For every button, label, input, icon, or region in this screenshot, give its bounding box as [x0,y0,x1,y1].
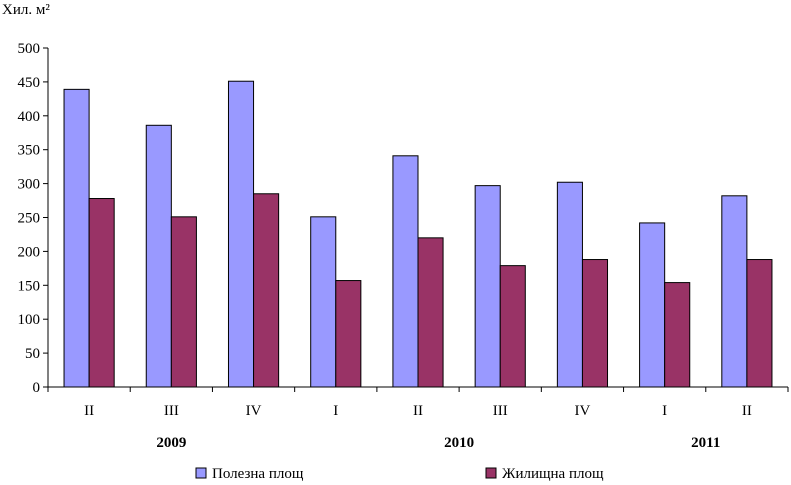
axes: 0 50 100 150 200 250 300 350 400 450 500 [18,41,789,396]
legend: Полезна площ Жилищна площ [195,466,604,482]
x-tick-label: II [84,403,94,419]
bar-series-1 [474,185,501,388]
bar-series-2 [499,265,526,388]
bar-series-2 [664,282,691,388]
y-tick-label: 0 [33,380,41,396]
legend-swatch-series-1 [195,467,207,479]
y-tick-label: 100 [18,312,41,328]
x-tick-label: II [413,403,423,419]
bar-series-2 [335,280,362,388]
bar-series-2 [746,259,773,388]
x-tick-label: IV [246,403,262,419]
x-tick-label: III [164,403,179,419]
bar-series-2 [88,198,115,388]
bar-series-2 [581,259,609,388]
y-tick-label: 250 [18,211,41,227]
x-tick-label: I [333,403,338,419]
y-tick-label: 300 [18,177,41,193]
x-group-label: 2010 [444,435,474,451]
y-tick-label: 50 [25,346,40,362]
y-tick-label: 400 [18,109,41,125]
x-group-label: 2011 [691,435,720,451]
bar-series-1 [556,181,583,388]
y-tick-label: 350 [18,143,41,159]
bar-series-1 [721,195,748,388]
bar-series-1 [145,124,172,388]
bar-series-2 [253,193,280,388]
bar-series-1 [392,155,419,388]
bar-series-1 [227,80,255,388]
x-tick-label: I [662,403,667,419]
x-group-label: 2009 [156,435,186,451]
y-tick-label: 150 [18,278,41,294]
bar-series-1 [639,222,666,388]
y-tick-label: 500 [18,41,41,57]
bars [63,80,773,388]
legend-label-series-1: Полезна площ [212,466,304,482]
bar-series-2 [170,216,197,388]
y-axis-unit-label: Хил. м² [2,2,50,18]
x-tick-label: III [493,403,508,419]
x-tick-label: II [742,403,752,419]
bar-series-1 [310,216,337,388]
bar-series-2 [417,237,444,388]
legend-label-series-2: Жилищна площ [502,466,604,482]
x-tick-label: IV [575,403,591,419]
y-tick-label: 450 [18,75,41,91]
bar-series-1 [63,88,90,388]
legend-swatch-series-2 [485,467,497,479]
y-tick-label: 200 [18,244,41,260]
